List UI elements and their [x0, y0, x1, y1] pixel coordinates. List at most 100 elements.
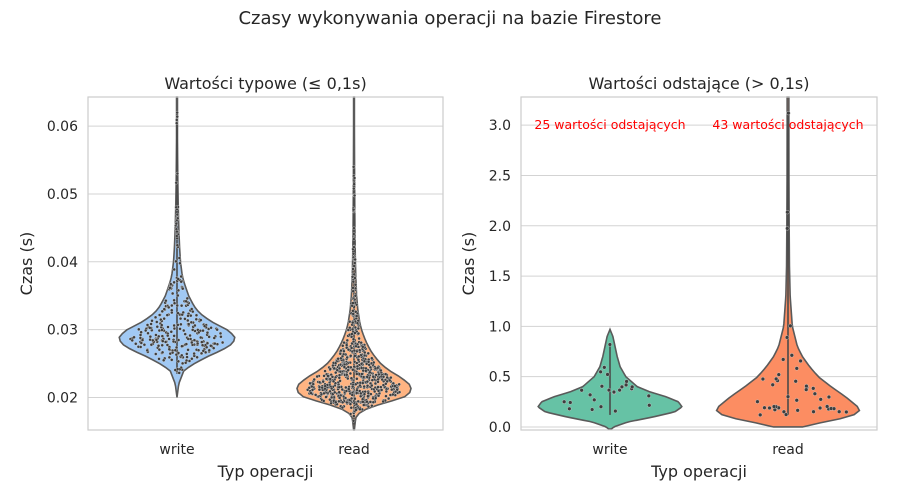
data-point: [785, 210, 790, 215]
data-point: [804, 387, 809, 392]
data-point: [209, 326, 213, 330]
data-point: [203, 350, 208, 355]
data-point: [200, 340, 204, 344]
x-tick-label: read: [338, 442, 370, 458]
data-point: [334, 400, 338, 404]
data-point: [342, 349, 346, 353]
data-point: [567, 406, 572, 411]
data-point: [373, 366, 378, 371]
data-point: [178, 327, 182, 331]
data-point: [359, 394, 363, 398]
data-point: [365, 375, 369, 379]
data-point: [352, 237, 356, 241]
data-point: [351, 267, 355, 271]
data-point: [793, 379, 798, 384]
data-point: [185, 355, 189, 359]
data-point: [167, 305, 171, 310]
data-point: [352, 272, 356, 277]
data-point: [356, 326, 361, 331]
data-point: [358, 348, 362, 352]
data-point: [353, 294, 358, 298]
data-point: [149, 322, 153, 326]
data-point: [784, 335, 790, 340]
data-point: [175, 121, 179, 125]
data-point: [395, 387, 399, 392]
data-point: [311, 382, 315, 386]
y-tick-labels: 0.0 0.5 1.0 1.5 2.0 2.5 3.0: [489, 118, 511, 436]
data-point: [350, 327, 355, 332]
data-point: [160, 309, 164, 313]
data-point: [376, 377, 380, 382]
data-point: [758, 412, 763, 417]
annotations: 25 wartości odstających 43 wartości odsta…: [534, 117, 863, 132]
data-point: [798, 358, 803, 364]
data-point: [381, 375, 386, 379]
data-point: [611, 389, 617, 395]
data-point: [172, 301, 177, 305]
data-point: [340, 400, 345, 405]
data-point: [178, 261, 182, 265]
data-point: [362, 359, 367, 363]
data-point: [355, 372, 359, 376]
data-point: [199, 351, 204, 355]
y-axis-label: Czas (s): [17, 232, 36, 296]
data-point: [178, 316, 183, 321]
data-point: [351, 337, 356, 341]
data-point: [170, 308, 174, 312]
data-point: [337, 396, 342, 400]
data-point: [185, 352, 189, 356]
data-point: [376, 389, 381, 393]
data-point: [150, 319, 154, 323]
data-point: [362, 353, 367, 358]
data-point: [328, 377, 332, 381]
data-point: [181, 287, 185, 291]
data-point: [154, 352, 158, 356]
data-point: [349, 396, 354, 401]
data-point: [162, 307, 166, 311]
data-point: [352, 245, 356, 249]
data-point: [784, 412, 789, 417]
data-point: [366, 360, 371, 364]
data-point: [309, 391, 313, 395]
data-point: [352, 226, 356, 230]
y-tick-label: 1.0: [489, 319, 511, 335]
data-point: [352, 414, 356, 418]
data-point: [350, 332, 354, 336]
y-tick-label: 0.03: [47, 323, 78, 339]
x-tick-label: write: [159, 442, 194, 458]
data-point: [180, 353, 184, 358]
data-point: [351, 280, 355, 284]
data-point: [346, 328, 351, 332]
data-point: [205, 331, 210, 335]
x-tick-label: read: [772, 442, 804, 458]
data-point: [188, 333, 192, 338]
data-point: [602, 365, 607, 370]
data-point: [186, 348, 190, 352]
data-point: [165, 343, 170, 347]
data-point: [351, 286, 355, 290]
data-point: [155, 320, 159, 324]
data-point: [355, 388, 359, 392]
data-point: [350, 304, 354, 308]
data-point: [359, 341, 363, 345]
data-point: [144, 328, 148, 333]
data-point: [354, 310, 358, 314]
plot-area: [521, 97, 877, 430]
y-tick-label: 2.0: [489, 219, 511, 235]
data-point: [160, 323, 164, 327]
data-point: [352, 364, 356, 369]
data-point: [140, 338, 145, 342]
data-point: [175, 114, 179, 119]
data-point: [339, 348, 343, 353]
data-point: [196, 348, 201, 352]
data-point: [172, 280, 176, 285]
data-point: [358, 407, 362, 411]
data-point: [167, 347, 171, 351]
plot-frame: [87, 96, 444, 431]
data-point: [187, 359, 192, 363]
data-point: [153, 315, 158, 319]
data-point: [195, 341, 200, 346]
data-point: [344, 385, 348, 390]
data-point: [330, 375, 335, 379]
data-point: [346, 368, 350, 372]
